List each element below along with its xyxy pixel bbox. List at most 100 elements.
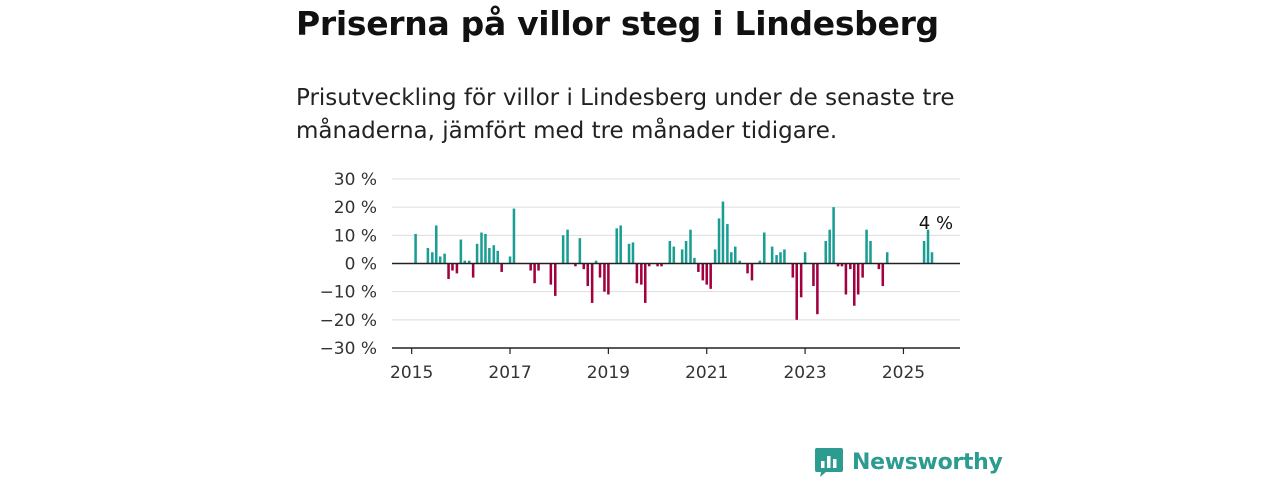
bar xyxy=(434,225,438,264)
bar xyxy=(660,263,663,267)
bar xyxy=(471,263,475,278)
bar xyxy=(701,263,705,281)
bar xyxy=(668,240,672,264)
bar xyxy=(475,243,479,264)
y-tick-label: 30 % xyxy=(334,170,377,190)
y-tick-label: 10 % xyxy=(334,226,377,246)
chart-subtitle: Prisutveckling för villor i Lindesberg u… xyxy=(296,85,955,144)
bar xyxy=(689,229,692,264)
bar xyxy=(717,218,721,264)
bar xyxy=(693,257,696,264)
bar xyxy=(836,263,840,267)
bar xyxy=(844,263,848,295)
bar xyxy=(861,263,864,278)
bar xyxy=(832,207,835,264)
bar xyxy=(529,263,532,271)
bar xyxy=(799,263,803,298)
bar xyxy=(607,263,610,295)
bar xyxy=(533,263,536,284)
bar xyxy=(775,255,778,264)
bar xyxy=(537,263,540,271)
bar xyxy=(885,252,889,264)
bar xyxy=(586,263,589,287)
bar xyxy=(730,252,733,264)
y-tick-label: 20 % xyxy=(334,198,377,218)
bar xyxy=(643,263,647,303)
bar xyxy=(500,263,503,272)
bar xyxy=(758,260,762,264)
brand-logo: Newsworthy xyxy=(814,446,1003,478)
tick-labels: 30 % 20 % 10 % 0 % −10 % −20 % −30 % 2015 2017 20… xyxy=(320,170,954,383)
bar xyxy=(680,249,684,264)
bar xyxy=(627,243,631,264)
bar xyxy=(721,201,725,264)
bar xyxy=(803,252,807,264)
y-tick-label: −20 % xyxy=(320,311,377,331)
bar xyxy=(733,246,737,264)
bar xyxy=(881,263,885,287)
bar xyxy=(603,263,606,292)
x-tick-label: 2025 xyxy=(882,363,925,383)
bar xyxy=(697,263,700,272)
bar xyxy=(455,263,459,274)
bar xyxy=(750,263,754,281)
bar xyxy=(770,246,774,264)
bar xyxy=(480,232,483,264)
bar xyxy=(619,225,622,264)
bar xyxy=(853,263,856,306)
bar xyxy=(492,245,496,264)
x-tick-label: 2017 xyxy=(488,363,531,383)
bar xyxy=(631,242,635,264)
bar xyxy=(930,252,934,264)
bar xyxy=(763,232,766,264)
bar xyxy=(635,263,639,284)
bar xyxy=(554,263,557,296)
value-annotation: 4 % xyxy=(919,213,953,234)
bar xyxy=(824,240,828,264)
bar xyxy=(672,246,676,264)
bar xyxy=(705,263,709,285)
bar xyxy=(590,263,594,303)
chart-title: Priserna på villor steg i Lindesberg xyxy=(296,4,939,43)
x-tick-label: 2023 xyxy=(783,363,826,383)
bar xyxy=(598,263,602,278)
bar xyxy=(508,256,512,264)
bar xyxy=(828,229,831,264)
bar xyxy=(488,248,491,264)
bar xyxy=(512,208,516,264)
bar xyxy=(746,263,749,274)
bars xyxy=(414,201,934,320)
bar xyxy=(561,235,565,264)
bar xyxy=(779,252,782,264)
bar xyxy=(795,263,798,320)
bar xyxy=(574,263,577,267)
bar xyxy=(791,263,795,278)
bar xyxy=(656,263,659,267)
y-tick-label: 0 % xyxy=(345,255,377,275)
bar xyxy=(647,263,651,267)
bar xyxy=(684,240,688,264)
bar xyxy=(922,240,926,264)
bar xyxy=(615,228,619,264)
bar xyxy=(566,229,569,264)
brand-name: Newsworthy xyxy=(852,449,1003,475)
bar xyxy=(463,260,467,264)
bar xyxy=(578,238,582,264)
bar xyxy=(713,249,717,264)
bar xyxy=(840,263,844,267)
bar xyxy=(640,263,643,285)
bar xyxy=(783,249,786,264)
bar xyxy=(726,224,729,264)
bar xyxy=(709,263,712,289)
bar xyxy=(738,260,741,264)
bar xyxy=(816,263,819,315)
bar xyxy=(877,263,881,270)
x-tick-label: 2015 xyxy=(390,363,433,383)
bar xyxy=(849,263,852,270)
bar xyxy=(812,263,815,287)
bar xyxy=(467,260,471,264)
bar xyxy=(869,240,872,264)
bar xyxy=(431,252,434,264)
bar xyxy=(496,250,499,264)
